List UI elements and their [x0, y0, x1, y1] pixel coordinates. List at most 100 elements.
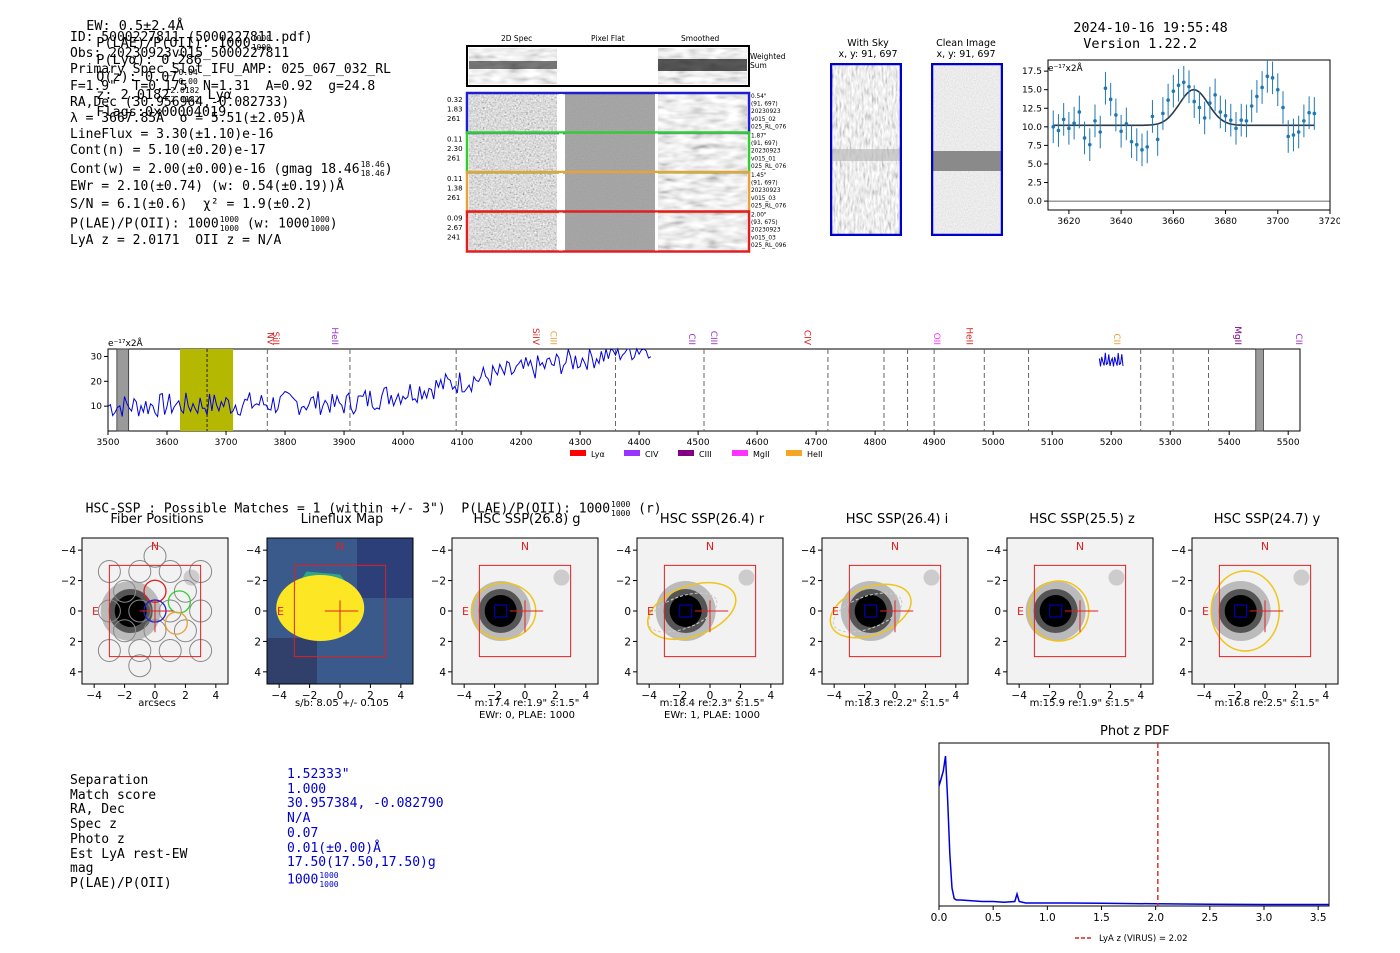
spec2d-row-stat: 261 [447, 194, 460, 202]
axis-xtick: 0 [707, 690, 714, 702]
axis-ytick: 4 [439, 667, 446, 679]
axis-xtick: 4 [767, 690, 774, 702]
legend-swatch [732, 450, 748, 456]
spectrum-ylabel: e⁻¹⁷x2Å [108, 337, 144, 349]
spec2d-row-stat: 261 [447, 115, 460, 123]
match-label: RA, Dec [70, 802, 125, 818]
imaging-panel-caption: arcsecs [138, 698, 176, 709]
north-label: N [706, 540, 714, 553]
fit-ytick: 12.5 [1022, 104, 1042, 114]
fit-data-point [1166, 98, 1170, 102]
east-label: E [647, 605, 654, 618]
match-value: 0.01(±0.00)Å [287, 840, 381, 856]
spec2d-row-meta: v015_03 [751, 235, 776, 241]
north-label: N [521, 540, 529, 553]
clean-image-xy: x, y: 91, 697 [936, 49, 996, 60]
fit-data-point [1082, 136, 1087, 140]
fit-xtick: 3640 [1110, 217, 1133, 227]
spec2d-row-meta: 1.45" [751, 173, 767, 179]
pdf-xtick: 1.5 [1093, 912, 1110, 924]
axis-xtick: −4 [271, 690, 287, 702]
spectrum-masked-region [1255, 348, 1264, 432]
axis-xtick: 4 [1322, 690, 1329, 702]
match-label: P(LAE)/P(OII) [70, 875, 172, 891]
info-sn: S/N = 6.1(±0.6) χ² = 1.9(±0.2) [70, 196, 313, 212]
axis-ytick: −4 [62, 545, 76, 557]
imaging-panel-title: HSC SSP(25.5) z [1029, 512, 1135, 527]
info-lineflux: LineFlux = 3.30(±1.10)e-16 [70, 127, 274, 143]
spectrum-xtick: 4800 [864, 438, 887, 448]
axis-xtick: −4 [86, 690, 102, 702]
spec2d-row-stat: 0.09 [447, 215, 463, 223]
imaging-panel-caption: EWr: 1, PLAE: 1000 [664, 710, 760, 721]
fit-data-point [1260, 85, 1264, 90]
aperture-dashed [832, 592, 903, 633]
fit-data-point [1061, 117, 1066, 122]
axis-xtick: 2 [922, 690, 929, 702]
fit-ytick: 10.0 [1022, 123, 1042, 133]
fit-data-point [1187, 84, 1191, 89]
axis-xtick: −2 [1042, 690, 1057, 702]
imaging-panel-caption: m:18.4 re:2.3" s:1.5" [659, 698, 765, 709]
axis-ytick: 2 [1179, 636, 1186, 648]
spectrum-line-label: CIV [801, 330, 811, 346]
pdf-curve [938, 755, 1329, 906]
match-value: N/A [287, 811, 311, 827]
spec2d-header-flat: Pixel Flat [591, 34, 625, 43]
fit-data-point [1093, 119, 1097, 123]
spectrum-line-label: SiIV [530, 328, 540, 346]
header-z: z: 2.0182 2.0182 2.0182 Lyα [96, 86, 232, 104]
fit-data-point [1218, 110, 1223, 114]
source-ellipse [829, 583, 912, 639]
axis-xtick: 4 [952, 690, 959, 702]
spectrum-xtick: 4900 [923, 438, 946, 448]
fiber-circle [158, 559, 182, 583]
axis-ytick: 0 [994, 606, 1001, 618]
north-label: N [1076, 540, 1084, 553]
header-plya: P(Lyα): 0.286 [96, 52, 202, 68]
spec2d-row-meta: 025_RL_076 [751, 164, 786, 170]
version: Version 1.22.2 [1083, 36, 1198, 52]
spec2d-row-meta: 20230923 [751, 188, 781, 194]
spectrum-ytick: 10 [91, 402, 103, 412]
north-label: N [891, 540, 899, 553]
fit-ytick: 7.5 [1028, 141, 1042, 151]
fit-data-point [1302, 119, 1306, 123]
fit-data-point [1296, 130, 1301, 134]
north-label: N [336, 540, 344, 553]
spec2d-row-meta: 025_RL_096 [751, 243, 786, 249]
imaging-panel-caption: m:16.8 re:2.5" s:1.5" [1214, 698, 1320, 709]
axis-xtick: 4 [397, 690, 404, 702]
axis-xtick: −2 [672, 690, 687, 702]
target-marker [1234, 604, 1248, 618]
imaging-panel-title: Lineflux Map [300, 512, 384, 527]
axis-ytick: −4 [802, 545, 816, 557]
pdf-xtick: 0.0 [931, 912, 948, 924]
legend-swatch [570, 450, 586, 456]
spectrum-xtick: 3600 [156, 438, 179, 448]
imaging-panel-title: HSC SSP(26.4) r [659, 512, 765, 527]
match-values: 1.52333" 1.000 30.957384, -0.082790 N/A 0.07… [287, 767, 444, 889]
spectrum-line-label: HeII [964, 327, 974, 345]
match-label: Match score [70, 787, 157, 803]
info-lya: LyA z = 2.0171 OII z = N/A [70, 233, 282, 249]
spectrum-xtick: 5100 [1041, 438, 1064, 448]
target-marker [864, 604, 878, 618]
spec2d-weighted-row [466, 45, 750, 87]
fit-data-point [1291, 133, 1296, 137]
fit-data-point [1119, 129, 1123, 134]
fit-data-point [1145, 145, 1150, 149]
axis-xtick: −2 [1227, 690, 1242, 702]
spectrum-line-label: CII [1111, 333, 1121, 345]
target-marker [1049, 604, 1063, 618]
axis-ytick: 4 [624, 667, 631, 679]
clean-image-title-block: Clean Image x, y: 91, 697 [916, 38, 1016, 60]
spec2d-row-stat: 2.30 [447, 145, 463, 153]
fit-data-point [1249, 104, 1254, 108]
east-label: E [92, 605, 99, 618]
fit-data-point [1213, 93, 1217, 97]
header-plae: P(LAE)/P(OII): 1000 1000 1000 [96, 34, 271, 52]
legend-label: CIII [699, 450, 712, 459]
spec2d-row-meta: 20230923 [751, 228, 781, 234]
fit-xtick: 3720 [1319, 217, 1340, 227]
